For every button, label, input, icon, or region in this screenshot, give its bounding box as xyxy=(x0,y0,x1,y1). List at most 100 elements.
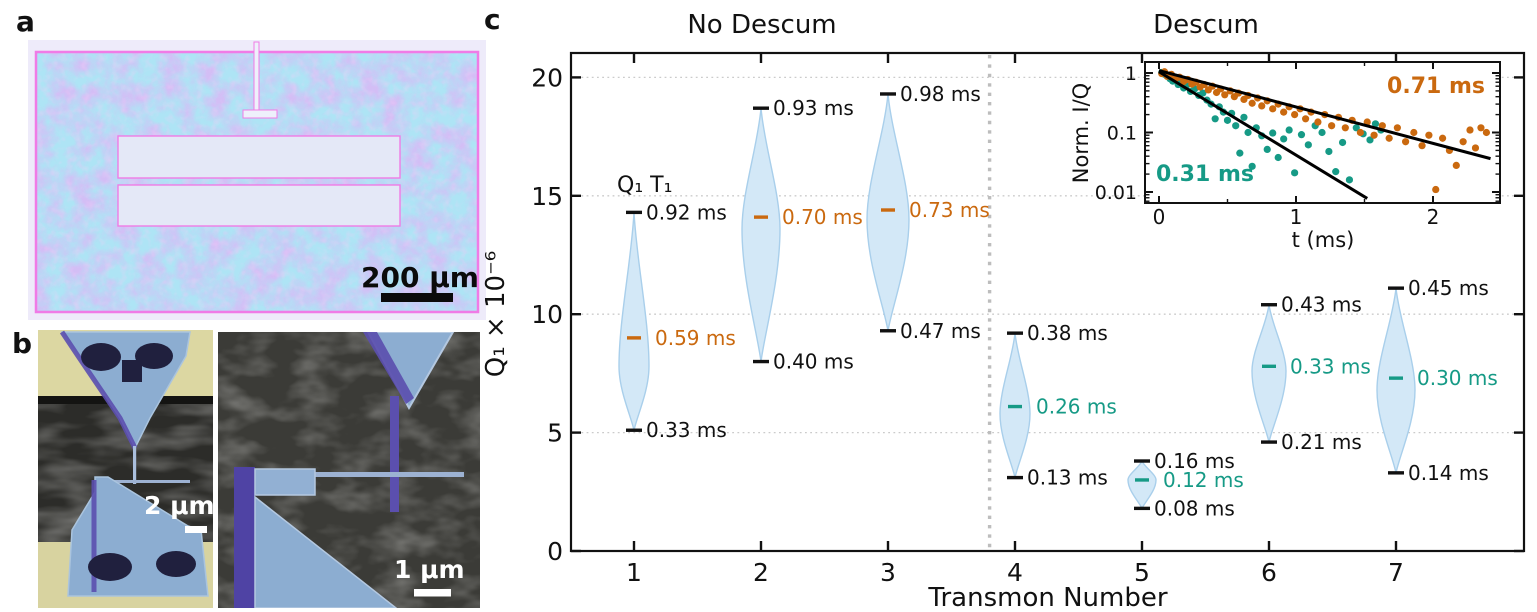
panel-b-sem-image-right: 1 μm xyxy=(218,332,480,608)
t1-min-label: 0.14 ms xyxy=(1408,461,1489,485)
inset-data xyxy=(1158,68,1491,200)
data-point xyxy=(1232,122,1240,130)
t1-min-label: 0.21 ms xyxy=(1281,430,1362,454)
t1-median-label: 0.70 ms xyxy=(782,205,863,229)
group-title-descum: Descum xyxy=(1153,10,1259,40)
data-point xyxy=(1236,149,1244,157)
violin-transmon-7: 0.45 ms 0.14 ms 0.30 ms xyxy=(1376,276,1498,485)
t1-annotation-no-descum: 0.71 ms xyxy=(1387,74,1485,99)
fit-line xyxy=(1158,69,1491,161)
y-tick-label: 20 xyxy=(531,63,563,92)
inset-x-axis-label: t (ms) xyxy=(1292,228,1355,252)
violin-body xyxy=(866,93,910,331)
data-point xyxy=(1314,118,1322,126)
data-point xyxy=(1345,176,1354,184)
group-title-no-descum: No Descum xyxy=(687,10,836,40)
x-axis-label: Transmon Number xyxy=(927,583,1167,612)
data-point xyxy=(1221,91,1229,99)
inset-x-tick-label: 1 xyxy=(1290,205,1303,229)
violin-transmon-3: 0.98 ms 0.47 ms 0.73 ms xyxy=(866,82,990,343)
data-point xyxy=(1370,131,1378,139)
data-point xyxy=(1385,134,1393,142)
data-point xyxy=(1301,115,1310,123)
inset-y-axis-label: Norm. I/Q xyxy=(1069,83,1093,183)
data-point xyxy=(1438,134,1447,142)
y-axis-label: Q₁ × 10⁻⁶ xyxy=(481,251,511,377)
t1-median-label: 0.73 ms xyxy=(909,198,990,222)
t1-median-label: 0.12 ms xyxy=(1163,468,1244,492)
violin-body xyxy=(1251,304,1287,443)
x-tick-label: 3 xyxy=(880,558,896,587)
data-point xyxy=(1371,120,1380,128)
y-tick-label: 0 xyxy=(547,537,563,566)
data-point xyxy=(1356,128,1364,137)
data-point xyxy=(1352,124,1360,132)
t1-min-label: 0.47 ms xyxy=(900,319,981,343)
data-point xyxy=(1425,131,1433,139)
data-point xyxy=(1418,142,1426,150)
y-tick-label: 10 xyxy=(531,300,563,329)
t1-annotation-descum: 0.31 ms xyxy=(1156,162,1254,187)
violin-body xyxy=(618,212,650,431)
x-tick-label: 7 xyxy=(1388,558,1404,587)
data-point xyxy=(1432,185,1440,194)
data-point xyxy=(1477,124,1485,132)
panel-a-label: a xyxy=(16,5,35,38)
inset-y-tick-label: 0.1 xyxy=(1107,123,1137,145)
x-tick-label: 2 xyxy=(753,558,769,587)
data-point xyxy=(1211,115,1219,123)
junction-wire-horizontal xyxy=(106,480,190,483)
junction-wire-vertical xyxy=(133,446,137,484)
bottom-electrode xyxy=(234,467,398,608)
bottom-electrode xyxy=(67,476,209,597)
fit-line xyxy=(1158,70,1369,200)
violin-transmon-5: 0.16 ms 0.08 ms 0.12 ms xyxy=(1127,449,1244,520)
readout-antenna xyxy=(242,41,278,119)
panel-b-sem-image-left: 2 μm xyxy=(38,330,213,608)
junction-lead-vertical xyxy=(390,396,399,512)
x-tick-label: 5 xyxy=(1134,558,1150,587)
t1-min-label: 0.08 ms xyxy=(1154,496,1235,520)
scale-bar-2um xyxy=(185,526,207,533)
violin-transmon-6: 0.43 ms 0.21 ms 0.33 ms xyxy=(1251,293,1371,454)
inset-x-tick-label: 0 xyxy=(1153,205,1166,229)
data-point xyxy=(1466,126,1474,134)
panel-c-violin-chart: 0.92 ms 0.33 ms 0.59 ms 0.93 ms 0.40 ms 0.70 … xyxy=(481,10,1526,612)
t1-max-label: 0.93 ms xyxy=(773,96,854,120)
inset-y-tick-label: 1 xyxy=(1125,63,1137,85)
data-point xyxy=(1291,110,1299,119)
y-tick-label: 5 xyxy=(547,419,563,448)
y-tick-label: 15 xyxy=(531,182,563,211)
t1-median-label: 0.30 ms xyxy=(1417,366,1498,390)
t1-median-label: 0.59 ms xyxy=(655,326,736,350)
panel-b-label: b xyxy=(12,327,33,360)
t1-max-label: 0.43 ms xyxy=(1281,293,1362,317)
data-point xyxy=(1274,153,1282,162)
data-point xyxy=(1332,168,1340,176)
data-point xyxy=(1341,124,1349,132)
transmon-capacitor-pads xyxy=(117,135,401,227)
data-point xyxy=(1338,138,1347,147)
plot-frame xyxy=(569,51,1526,553)
inset-y-tick-label: 0.01 xyxy=(1095,182,1137,204)
data-point xyxy=(1318,128,1326,137)
data-point xyxy=(1280,108,1288,116)
data-point xyxy=(1459,138,1467,146)
data-point xyxy=(1366,136,1374,144)
data-point xyxy=(1269,105,1277,113)
data-point xyxy=(1291,169,1299,177)
scale-bar-200um xyxy=(381,293,453,302)
data-point xyxy=(1258,102,1266,110)
top-electrode-tip xyxy=(363,332,455,411)
niobium-film-texture xyxy=(36,52,478,312)
panel-a-optical-micrograph: 200 μm xyxy=(28,40,486,320)
scale-bar-200um-label: 200 μm xyxy=(361,261,479,294)
data-point xyxy=(1402,138,1410,146)
scale-bar-1um xyxy=(414,589,451,597)
data-point xyxy=(1240,113,1248,121)
violin-body xyxy=(741,108,781,362)
inset-x-tick-label: 2 xyxy=(1427,205,1440,229)
violin-transmon-2: 0.93 ms 0.40 ms 0.70 ms xyxy=(741,96,863,374)
t1-median-label: 0.26 ms xyxy=(1036,395,1117,419)
